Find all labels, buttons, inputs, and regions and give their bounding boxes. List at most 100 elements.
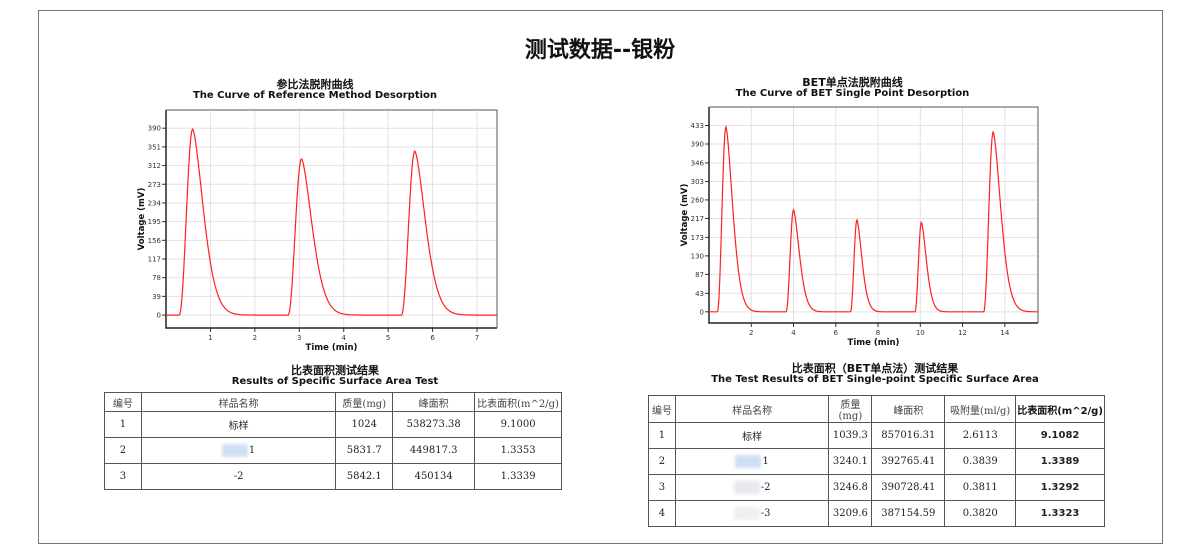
table-row: 2 1 5831.7 449817.3 1.3353 bbox=[104, 437, 562, 464]
y-axis-label: Voltage (mV) bbox=[137, 188, 147, 251]
y-axis-label: Voltage (mV) bbox=[680, 184, 690, 247]
y-tick-label: 303 bbox=[691, 178, 704, 186]
sample-suffix: -3 bbox=[760, 508, 771, 519]
redacted-name bbox=[733, 481, 760, 494]
page-title: 测试数据--银粉 bbox=[524, 38, 676, 63]
cell-mass: 3209.6 bbox=[828, 500, 873, 527]
redacted-name bbox=[735, 455, 762, 468]
chart1-title-en: The Curve of Reference Method Desorption bbox=[192, 90, 438, 101]
y-tick-label: 234 bbox=[148, 199, 162, 207]
cell-peak-area: 538273.38 bbox=[392, 411, 476, 438]
cell-ssa: 1.3389 bbox=[1015, 448, 1105, 475]
x-tick-label: 3 bbox=[297, 334, 301, 342]
y-tick-label: 390 bbox=[148, 125, 161, 133]
cell-id: 2 bbox=[104, 437, 142, 464]
plot-border bbox=[166, 109, 498, 328]
cell-peak-area: 392765.41 bbox=[871, 448, 946, 475]
cell-sample-name: -2 bbox=[140, 463, 337, 490]
y-tick-label: 0 bbox=[700, 308, 704, 316]
x-tick-label: 2 bbox=[749, 329, 753, 337]
y-tick-label: 312 bbox=[148, 162, 161, 170]
y-tick-label: 87 bbox=[695, 271, 704, 279]
x-tick-label: 6 bbox=[430, 334, 435, 342]
header-ssa: 比表面积(m^2/g) bbox=[474, 392, 562, 412]
cell-id: 1 bbox=[104, 411, 142, 438]
cell-adsorption: 0.3811 bbox=[944, 474, 1017, 501]
cell-ssa: 1.3339 bbox=[474, 463, 562, 490]
x-tick-label: 12 bbox=[958, 329, 967, 337]
table-row: 1 标样 1039.3 857016.31 2.6113 9.1082 bbox=[648, 422, 1105, 449]
cell-peak-area: 387154.59 bbox=[871, 500, 946, 527]
sample-suffix: -2 bbox=[760, 482, 771, 493]
table-header-row: 编号 样品名称 质量(mg) 峰面积 吸附量(ml/g) 比表面积(m^2/g) bbox=[648, 395, 1105, 423]
cell-sample-name: 1 bbox=[674, 448, 830, 475]
table-row: 3 -2 3246.8 390728.41 0.3811 1.3292 bbox=[648, 474, 1105, 501]
chart2-title: BET单点法脱附曲线 The Curve of BET Single Point… bbox=[640, 77, 1065, 99]
x-tick-label: 6 bbox=[834, 329, 839, 337]
header-peak-area: 峰面积 bbox=[392, 392, 476, 412]
header-ssa: 比表面积(m^2/g) bbox=[1015, 395, 1105, 423]
x-tick-label: 5 bbox=[386, 334, 390, 342]
y-tick-label: 173 bbox=[691, 234, 704, 242]
cell-ssa: 1.3353 bbox=[474, 437, 562, 464]
x-tick-label: 2 bbox=[253, 334, 257, 342]
header-peak-area: 峰面积 bbox=[871, 395, 946, 423]
table-row: 2 1 3240.1 392765.41 0.3839 1.3389 bbox=[648, 448, 1105, 475]
cell-id: 3 bbox=[648, 474, 676, 501]
table1-title: 比表面积测试结果 Results of Specific Surface Are… bbox=[100, 365, 570, 387]
table2-title-cn: 比表面积（BET单点法）测试结果 bbox=[791, 362, 959, 375]
desorption-curve bbox=[709, 124, 1038, 313]
header-mass: 质量(mg) bbox=[828, 395, 873, 423]
cell-id: 3 bbox=[104, 463, 142, 490]
y-tick-label: 39 bbox=[152, 293, 161, 301]
table-row: 3 -2 5842.1 450134 1.3339 bbox=[104, 463, 562, 490]
x-tick-label: 7 bbox=[475, 334, 479, 342]
table2-title-en: The Test Results of BET Single-point Spe… bbox=[711, 374, 1039, 385]
header-adsorption: 吸附量(ml/g) bbox=[944, 395, 1017, 423]
cell-ssa: 1.3292 bbox=[1015, 474, 1105, 501]
axes bbox=[708, 107, 1038, 324]
x-axis-label: Time (min) bbox=[306, 343, 358, 353]
y-tick-label: 78 bbox=[152, 274, 161, 282]
desorption-curve bbox=[166, 128, 497, 316]
cell-id: 2 bbox=[648, 448, 676, 475]
table1-title-en: Results of Specific Surface Area Test bbox=[231, 376, 439, 387]
cell-peak-area: 449817.3 bbox=[392, 437, 476, 464]
cell-adsorption: 0.3820 bbox=[944, 500, 1017, 527]
cell-id: 1 bbox=[648, 422, 676, 449]
y-tick-label: 273 bbox=[148, 181, 161, 189]
table1-title-cn: 比表面积测试结果 bbox=[291, 364, 379, 377]
cell-ssa: 9.1082 bbox=[1015, 422, 1105, 449]
redacted-name bbox=[221, 444, 248, 457]
y-tick-label: 260 bbox=[691, 196, 704, 204]
sample-suffix: 1 bbox=[248, 445, 256, 456]
chart2-title-en: The Curve of BET Single Point Desorption bbox=[735, 88, 970, 99]
cell-peak-area: 450134 bbox=[392, 463, 476, 490]
table-row: 4 -3 3209.6 387154.59 0.3820 1.3323 bbox=[648, 500, 1105, 527]
cell-adsorption: 0.3839 bbox=[944, 448, 1017, 475]
table-header-row: 编号 样品名称 质量(mg) 峰面积 比表面积(m^2/g) bbox=[104, 392, 562, 412]
chart1-title: 参比法脱附曲线 The Curve of Reference Method De… bbox=[100, 79, 530, 101]
x-tick-label: 8 bbox=[876, 329, 880, 337]
x-tick-label: 14 bbox=[1000, 329, 1009, 337]
cell-sample-name: 标样 bbox=[140, 411, 337, 438]
header-sample-name: 样品名称 bbox=[140, 392, 337, 412]
cell-sample-name: -3 bbox=[674, 500, 830, 527]
redacted-name bbox=[733, 507, 760, 520]
y-tick-label: 195 bbox=[148, 218, 161, 226]
plot-border bbox=[709, 106, 1039, 323]
x-tick-label: 4 bbox=[791, 329, 796, 337]
y-tick-label: 130 bbox=[691, 252, 704, 260]
sample-suffix: 1 bbox=[762, 456, 769, 467]
plot-area bbox=[166, 110, 497, 328]
cell-sample-name: -2 bbox=[674, 474, 830, 501]
x-tick-label: 10 bbox=[916, 329, 925, 337]
cell-mass: 5842.1 bbox=[335, 463, 394, 490]
y-tick-label: 390 bbox=[691, 141, 704, 149]
cell-sample-name: 1 bbox=[140, 437, 337, 464]
y-tick-label: 156 bbox=[148, 237, 162, 245]
cell-mass: 3246.8 bbox=[828, 474, 873, 501]
header-id: 编号 bbox=[104, 392, 142, 412]
